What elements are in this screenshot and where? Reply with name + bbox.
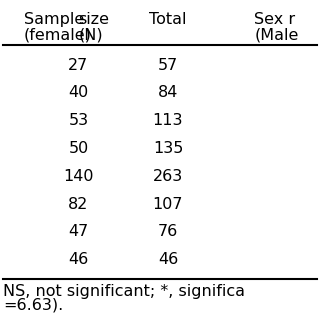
Text: 107: 107 bbox=[153, 196, 183, 212]
Text: =6.63).: =6.63). bbox=[3, 297, 63, 312]
Text: Sample: Sample bbox=[24, 12, 84, 27]
Text: 140: 140 bbox=[63, 169, 94, 184]
Text: size: size bbox=[78, 12, 109, 27]
Text: 27: 27 bbox=[68, 58, 89, 73]
Text: Total: Total bbox=[149, 12, 187, 27]
Text: 40: 40 bbox=[68, 85, 89, 100]
Text: 82: 82 bbox=[68, 196, 89, 212]
Text: (Male: (Male bbox=[254, 28, 299, 43]
Text: 46: 46 bbox=[158, 252, 178, 267]
Text: 113: 113 bbox=[153, 113, 183, 128]
Text: NS, not significant; *, significa: NS, not significant; *, significa bbox=[3, 284, 245, 299]
Text: Sex r: Sex r bbox=[254, 12, 296, 27]
Text: 57: 57 bbox=[158, 58, 178, 73]
Text: (female): (female) bbox=[24, 28, 92, 43]
Text: 135: 135 bbox=[153, 141, 183, 156]
Text: 84: 84 bbox=[158, 85, 178, 100]
Text: 47: 47 bbox=[68, 224, 89, 239]
Text: 50: 50 bbox=[68, 141, 89, 156]
Text: (N): (N) bbox=[78, 28, 103, 43]
Text: 263: 263 bbox=[153, 169, 183, 184]
Text: 76: 76 bbox=[158, 224, 178, 239]
Text: 46: 46 bbox=[68, 252, 89, 267]
Text: 53: 53 bbox=[68, 113, 88, 128]
